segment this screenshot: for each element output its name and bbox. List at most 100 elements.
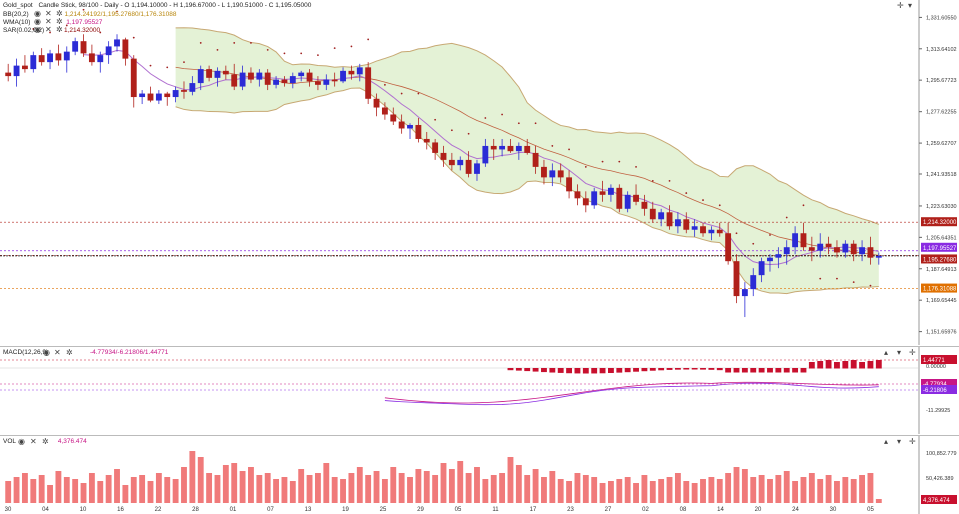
sar-dot bbox=[836, 277, 838, 280]
x-axis-tick-label: 10 bbox=[80, 507, 87, 513]
macd-hist-bar bbox=[666, 368, 673, 370]
macd-down-arrow-icon[interactable]: ▾ bbox=[897, 348, 902, 357]
vol-eye-icon[interactable]: ◉ bbox=[18, 437, 25, 446]
price-y-tick-label: 1,313.64102 bbox=[926, 47, 957, 53]
candle-body bbox=[97, 55, 104, 63]
candle-body bbox=[415, 124, 422, 139]
sar-dot bbox=[802, 204, 805, 207]
sar-dot bbox=[132, 36, 135, 39]
volume-bar bbox=[306, 475, 313, 503]
candle-body bbox=[574, 191, 581, 199]
candle-body bbox=[281, 79, 288, 84]
vol-close-icon[interactable]: ✕ bbox=[30, 437, 37, 446]
candle-body bbox=[189, 83, 196, 92]
macd-up-arrow-icon[interactable]: ▴ bbox=[884, 348, 889, 357]
candle-body bbox=[875, 255, 882, 258]
bb-indicator-row: BB(20,2) 1,214.24192/1,195.27680/1,176.3… bbox=[3, 11, 181, 18]
bb-gear-icon[interactable]: ✲ bbox=[56, 9, 63, 18]
volume-bar bbox=[281, 477, 288, 503]
volume-bar bbox=[130, 477, 137, 503]
volume-bar bbox=[624, 477, 631, 503]
sar-indicator-name: SAR(0.02,0.2) bbox=[3, 27, 45, 34]
volume-bar bbox=[708, 477, 715, 503]
macd-hist-bar bbox=[515, 368, 522, 371]
price-marker-tag bbox=[921, 217, 957, 227]
candle-body bbox=[859, 247, 866, 255]
volume-bar bbox=[432, 475, 439, 503]
volume-bar bbox=[340, 479, 346, 503]
candle-body bbox=[398, 121, 405, 129]
wma-gear-icon[interactable]: ✲ bbox=[56, 17, 63, 26]
candle-body bbox=[289, 76, 296, 84]
candle-body bbox=[741, 289, 748, 297]
vol-down-arrow-icon[interactable]: ▾ bbox=[897, 437, 902, 446]
macd-hist-bar bbox=[633, 368, 639, 372]
volume-bar bbox=[758, 475, 765, 503]
sar-gear-icon[interactable]: ✲ bbox=[56, 25, 63, 34]
macd-gear-icon[interactable]: ✲ bbox=[66, 348, 73, 357]
macd-hist-bar bbox=[591, 368, 598, 374]
sar-dot bbox=[785, 216, 788, 219]
candle-body bbox=[348, 70, 355, 75]
sar-dot bbox=[82, 8, 85, 11]
macd-hist-bar bbox=[716, 368, 723, 371]
x-axis-tick-label: 13 bbox=[305, 507, 312, 513]
macd-move-icon[interactable]: ✛ bbox=[909, 348, 916, 357]
candle-body bbox=[239, 72, 246, 87]
price-marker-tag bbox=[921, 242, 957, 252]
volume-bar bbox=[314, 473, 321, 503]
candle-body bbox=[725, 233, 732, 262]
sar-dot bbox=[199, 42, 202, 44]
vol-up-arrow-icon[interactable]: ▴ bbox=[884, 437, 889, 446]
volume-chart: 100,852.779 50,426.389 4,376.474 30 04 10 16 22… bbox=[0, 435, 959, 514]
macd-hist-bar bbox=[691, 368, 698, 370]
bb-close-icon[interactable]: ✕ bbox=[45, 9, 52, 18]
x-axis-tick-label: 11 bbox=[492, 507, 499, 513]
macd-hist-bar bbox=[616, 368, 623, 373]
volume-bar bbox=[725, 473, 732, 503]
candle-body bbox=[423, 138, 430, 143]
x-axis-tick-label: 17 bbox=[530, 507, 537, 513]
volume-bar bbox=[741, 469, 748, 503]
volume-bar bbox=[574, 473, 581, 503]
macd-eye-icon[interactable]: ◉ bbox=[43, 348, 50, 357]
candle-body bbox=[248, 72, 254, 80]
sar-dot bbox=[735, 232, 738, 235]
volume-bar bbox=[440, 463, 447, 503]
vol-gear-icon[interactable]: ✲ bbox=[42, 437, 49, 446]
volume-bar bbox=[808, 473, 815, 503]
sar-dot bbox=[216, 49, 219, 51]
price-y-tick-label: 1,151.65976 bbox=[926, 330, 957, 336]
volume-bar bbox=[591, 477, 598, 503]
candle-body bbox=[482, 145, 489, 164]
macd-hist-bar bbox=[825, 360, 832, 369]
wma-close-icon[interactable]: ✕ bbox=[45, 17, 52, 26]
sar-dot bbox=[367, 38, 370, 41]
candle-body bbox=[541, 166, 547, 178]
wma-eye-icon[interactable]: ◉ bbox=[34, 17, 41, 26]
volume-bar bbox=[859, 475, 866, 503]
candle-body bbox=[5, 72, 12, 77]
volume-bar bbox=[181, 467, 187, 503]
sar-dot bbox=[651, 179, 654, 182]
candle-body bbox=[273, 79, 280, 85]
macd-marker-label: -6.21806 bbox=[923, 388, 947, 394]
sar-dot bbox=[350, 45, 353, 48]
price-chart: 1,214.320001,197.955271,195.276801,176.3… bbox=[0, 0, 957, 345]
sar-eye-icon[interactable]: ◉ bbox=[34, 25, 41, 34]
macd-hist-bar bbox=[750, 368, 757, 373]
macd-hist-bar bbox=[524, 368, 531, 372]
wma-indicator-row: WMA(10) 1,197.95527 bbox=[3, 19, 106, 26]
sar-dot bbox=[668, 179, 671, 182]
macd-close-icon[interactable]: ✕ bbox=[54, 348, 61, 357]
move-icon[interactable]: ✛ bbox=[897, 1, 904, 10]
x-axis-tick-label: 20 bbox=[755, 507, 762, 513]
x-axis-tick-label: 30 bbox=[830, 507, 837, 513]
bb-eye-icon[interactable]: ◉ bbox=[34, 9, 41, 18]
vol-move-icon[interactable]: ✛ bbox=[909, 437, 916, 446]
candle-body bbox=[599, 191, 606, 195]
down-arrow-icon[interactable]: ▾ bbox=[908, 1, 913, 10]
candle-body bbox=[331, 79, 338, 82]
sar-close-icon[interactable]: ✕ bbox=[45, 25, 52, 34]
macd-hist-bar bbox=[658, 368, 665, 371]
